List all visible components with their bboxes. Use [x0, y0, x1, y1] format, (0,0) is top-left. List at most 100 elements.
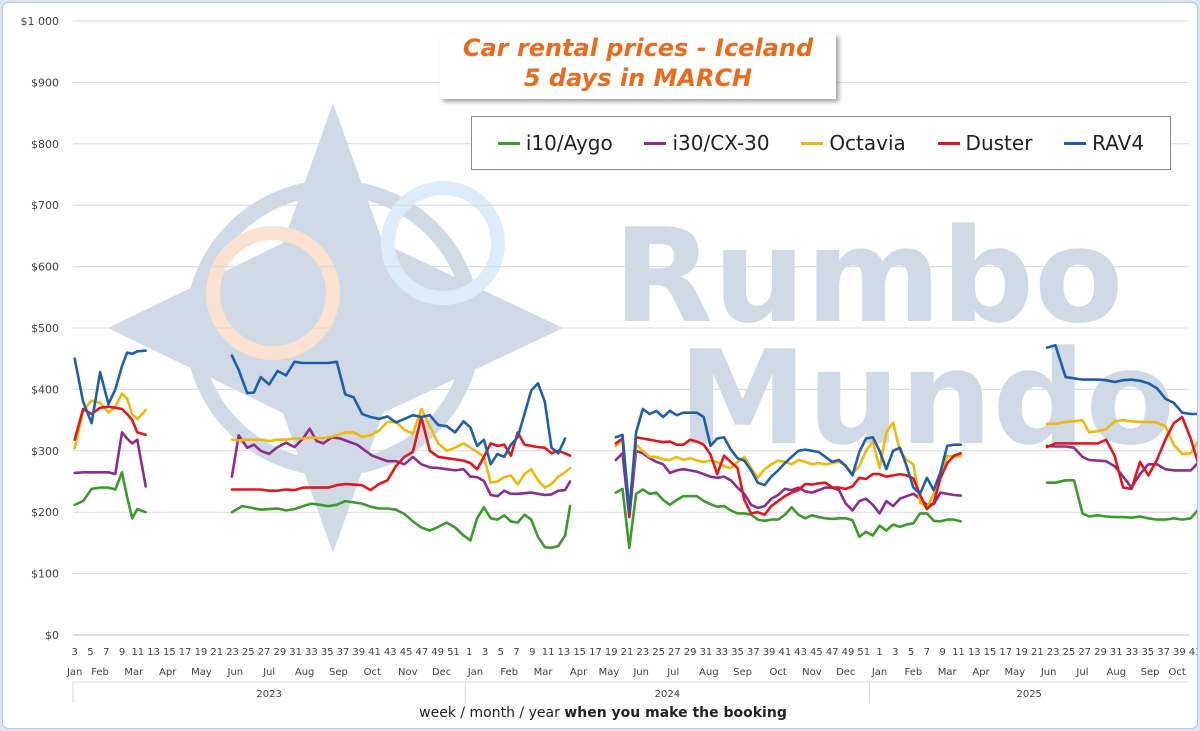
x-month-label: Aug [295, 667, 315, 678]
x-tick-label: 41 [368, 647, 381, 658]
x-tick-label: 9 [529, 647, 535, 658]
series-line-duster [73, 405, 147, 441]
y-axis-ticks: $0 $100 $200 $300 $400 $500 $600 $700 $800 $900 $1… [21, 15, 60, 642]
x-tick-label: 33 [715, 647, 728, 658]
x-month-label: Jul [666, 667, 679, 678]
x-tick-label: 3 [482, 647, 488, 658]
x-tick-label: 1 [466, 647, 472, 658]
y-tick-label: $900 [31, 76, 59, 89]
x-tick-label: 13 [968, 647, 981, 658]
x-tick-label: 27 [1078, 647, 1091, 658]
x-tick-label: 3 [72, 647, 78, 658]
watermark-text-rumbo: Rumbo [613, 200, 1123, 352]
chart-title-box: Car rental prices - Iceland 5 days in MA… [440, 33, 836, 99]
x-tick-label: 33 [305, 647, 318, 658]
x-month-label: Sep [329, 667, 348, 678]
x-tick-label: 31 [700, 647, 713, 658]
x-tick-label: 1 [876, 647, 882, 658]
x-tick-label: 45 [810, 647, 823, 658]
x-month-label: Apr [570, 667, 588, 678]
x-axis-title: week / month / year when you make the bo… [3, 705, 1197, 721]
x-tick-label: 43 [794, 647, 807, 658]
y-tick-label: $400 [31, 383, 59, 396]
x-month-label: Apr [159, 667, 177, 678]
x-tick-label: 21 [210, 647, 223, 658]
x-month-label: May [191, 667, 212, 678]
series-line-i30-cx-30 [73, 431, 147, 488]
x-tick-label: 37 [1157, 647, 1170, 658]
x-tick-label: 41 [778, 647, 791, 658]
x-month-label: Jan [871, 667, 887, 678]
sun-arc-icon [206, 226, 340, 360]
x-tick-label: 39 [763, 647, 776, 658]
x-tick-label: 21 [1031, 647, 1044, 658]
x-month-label: Feb [500, 667, 518, 678]
x-tick-label: 15 [984, 647, 997, 658]
series-line-duster [230, 415, 572, 492]
y-tick-label: $1 000 [21, 15, 60, 28]
series-line-rav4 [73, 349, 147, 425]
x-tick-label: 33 [1126, 647, 1139, 658]
series-line-rav4 [614, 407, 962, 513]
series-line-octavia [230, 407, 572, 489]
x-tick-label: 15 [163, 647, 176, 658]
x-month-label: May [1004, 667, 1025, 678]
x-tick-label: 11 [952, 647, 965, 658]
legend-label: i30/CX-30 [672, 131, 770, 155]
x-axis-title-bold: when you make the booking [564, 705, 787, 721]
x-tick-label: 25 [1063, 647, 1076, 658]
x-month-label: Aug [699, 667, 719, 678]
series-line-i10-aygo [73, 471, 147, 520]
x-tick-label: 17 [179, 647, 192, 658]
legend-item-duster: Duster [937, 131, 1032, 155]
x-month-label: Oct [364, 667, 381, 678]
x-tick-label: 11 [542, 647, 555, 658]
water-arc-icon [381, 181, 505, 305]
x-tick-label: 3 [892, 647, 898, 658]
x-tick-label: 51 [447, 647, 460, 658]
x-tick-label: 9 [939, 647, 945, 658]
x-axis: 3 5 7 9 11 13 15 17 19 21 23 25 27 29 31 33 35 37 39 41 43 45… [66, 634, 1197, 703]
x-month-label: May [599, 667, 620, 678]
series-line-i10-aygo [614, 487, 962, 550]
x-tick-label: 49 [842, 647, 855, 658]
x-tick-label: 47 [826, 647, 839, 658]
x-month-label: Dec [836, 667, 855, 678]
x-month-label: Jun [227, 667, 244, 678]
legend-swatch [497, 141, 520, 145]
x-tick-label: 39 [352, 647, 365, 658]
y-tick-label: $500 [31, 322, 59, 335]
x-month-label: Aug [1107, 667, 1127, 678]
legend-item-i30-cx30: i30/CX-30 [644, 131, 770, 155]
x-tick-label: 7 [924, 647, 930, 658]
x-month-label: Dec [432, 667, 451, 678]
x-month-label: Jan [467, 667, 483, 678]
x-tick-label: 29 [273, 647, 286, 658]
x-tick-label: 27 [258, 647, 271, 658]
x-month-label: Jul [1075, 667, 1088, 678]
x-tick-label: 23 [1047, 647, 1060, 658]
x-year-label: 2023 [256, 689, 281, 700]
x-tick-label: 5 [498, 647, 504, 658]
legend-label: RAV4 [1092, 131, 1145, 155]
x-year-label: 2024 [655, 689, 680, 700]
x-tick-label: 21 [621, 647, 634, 658]
x-tick-label: 13 [558, 647, 571, 658]
x-month-label: Oct [1169, 667, 1186, 678]
x-tick-label: 35 [731, 647, 744, 658]
x-month-label: Oct [769, 667, 786, 678]
x-tick-label: 31 [289, 647, 302, 658]
series-line-i10-aygo [1045, 479, 1197, 521]
x-tick-label: 17 [589, 647, 602, 658]
x-tick-label: 35 [321, 647, 334, 658]
x-tick-label: 29 [684, 647, 697, 658]
y-tick-label: $300 [31, 445, 59, 458]
x-tick-label: 5 [87, 647, 93, 658]
series-line-rav4 [1045, 343, 1197, 416]
chart-subtitle: 5 days in MARCH [523, 64, 753, 92]
x-month-label: Jan [66, 667, 82, 678]
x-tick-label: 17 [999, 647, 1012, 658]
x-tick-label: 51 [857, 647, 870, 658]
x-tick-label: 25 [242, 647, 255, 658]
y-tick-label: $700 [31, 199, 59, 212]
